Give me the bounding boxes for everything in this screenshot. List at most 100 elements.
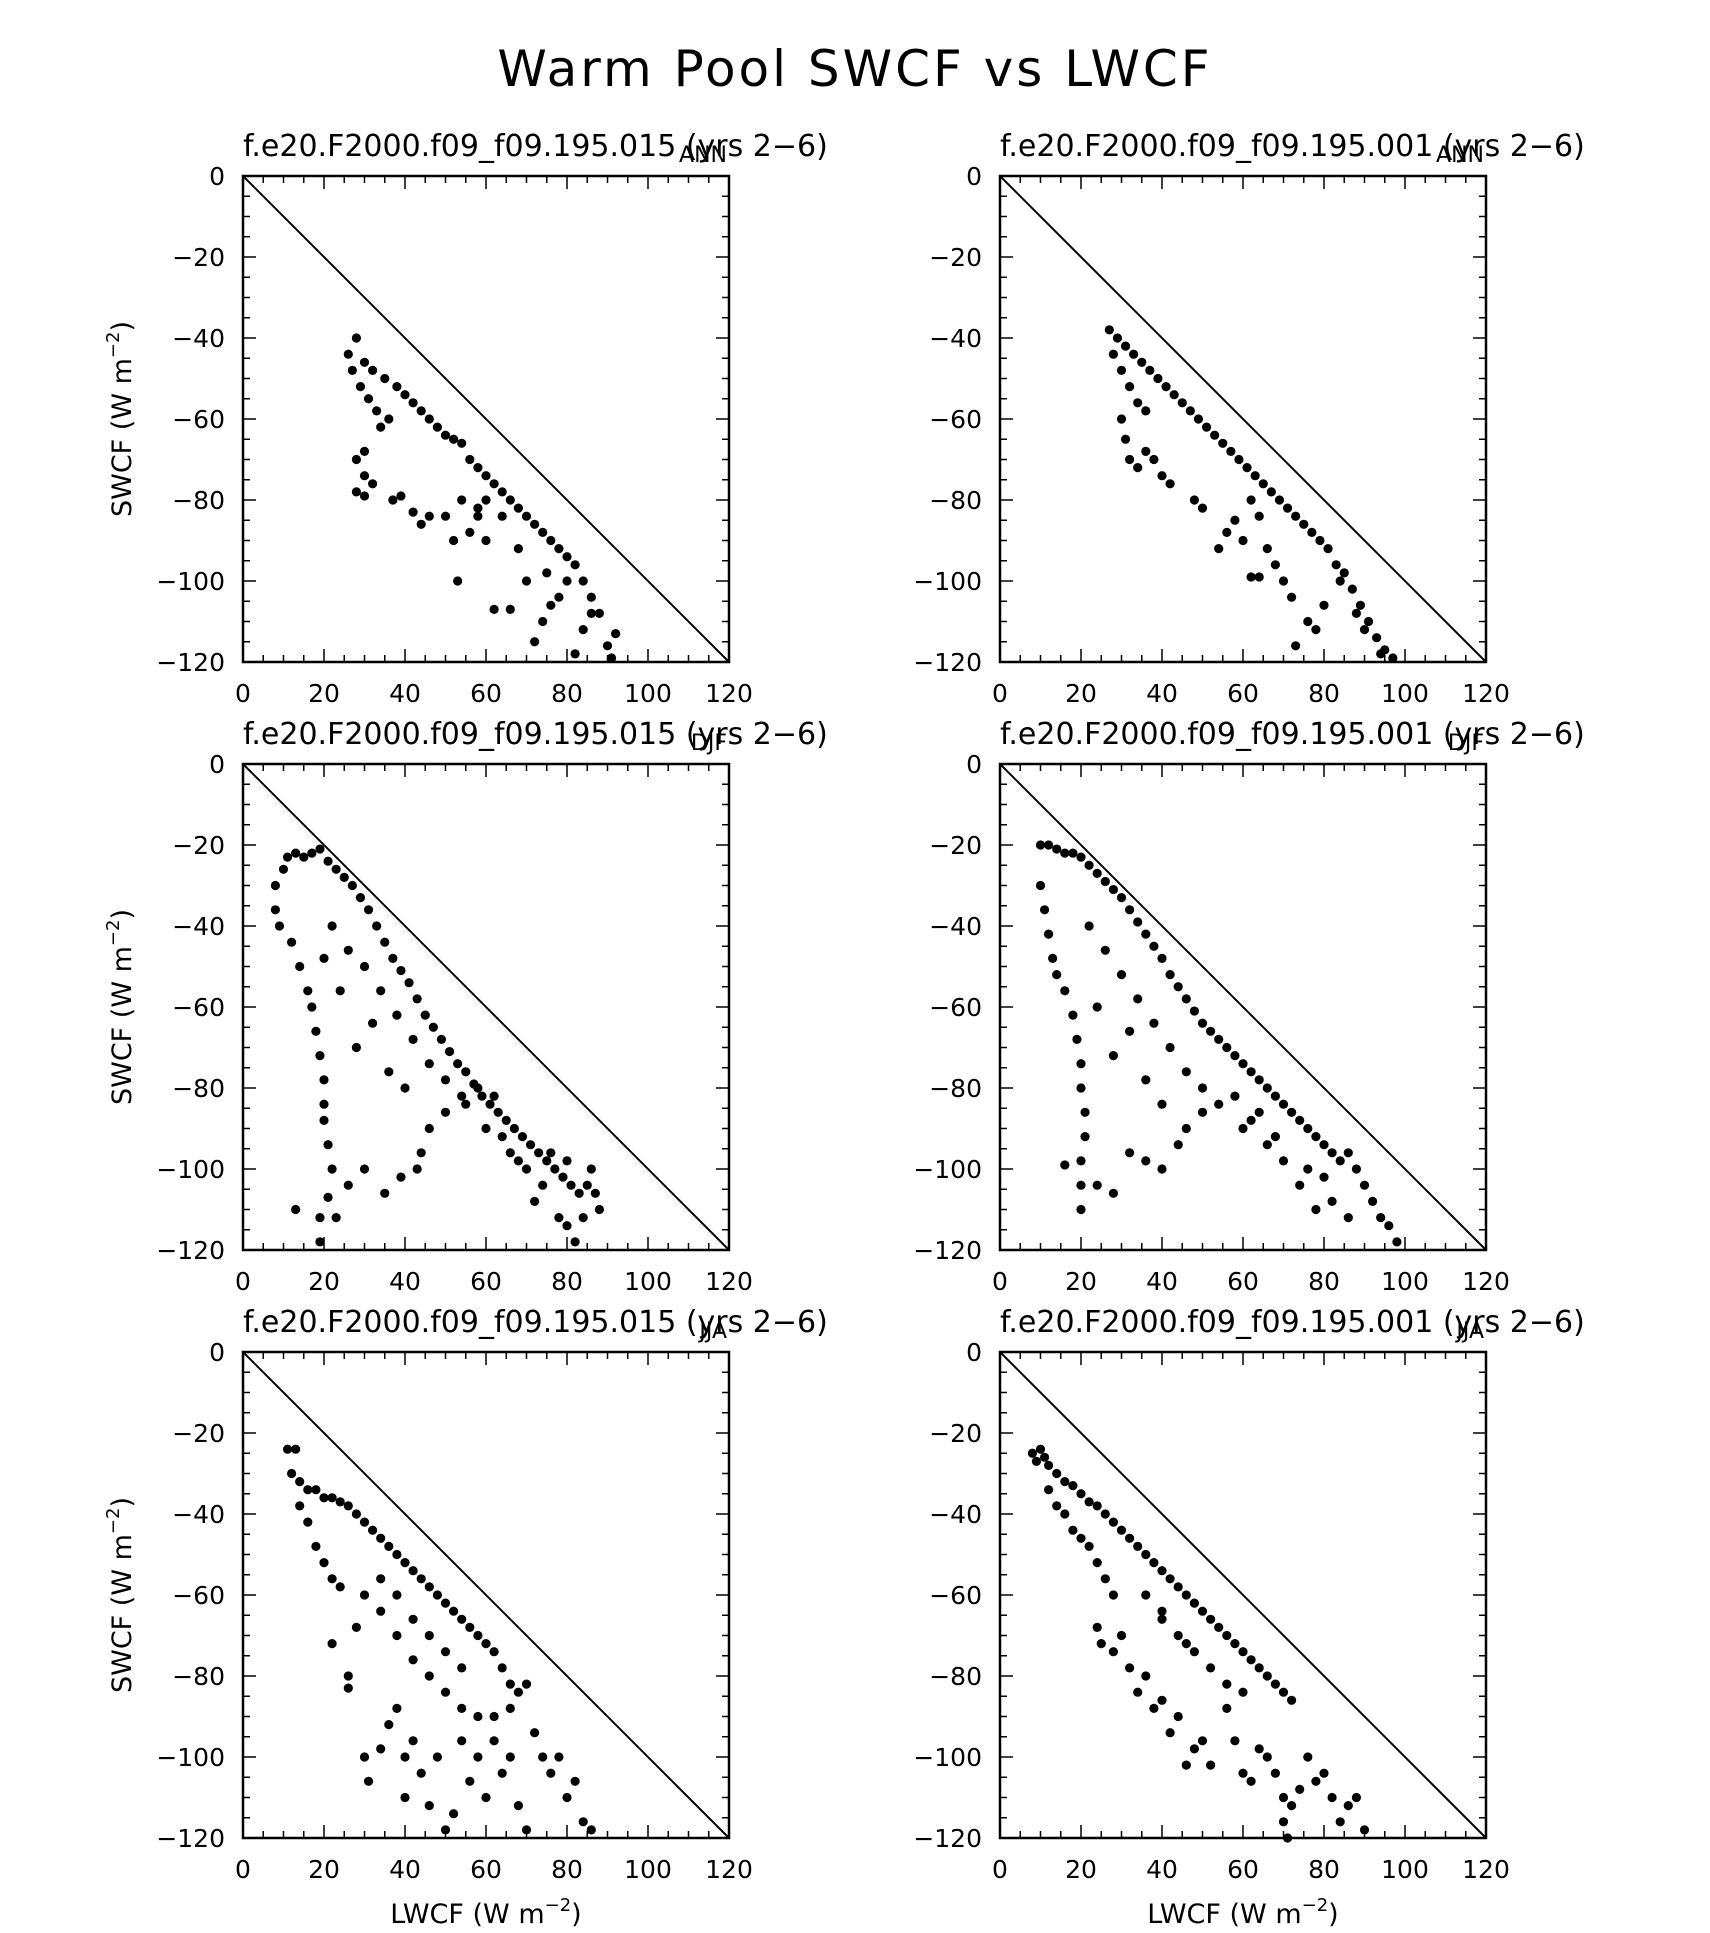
y-tick-label: −60 — [929, 1581, 982, 1610]
data-point — [400, 1792, 410, 1803]
data-point — [1116, 1525, 1127, 1535]
data-point — [270, 880, 280, 891]
data-point — [497, 1663, 507, 1673]
y-tick-label: −20 — [929, 243, 982, 272]
data-point — [554, 1752, 564, 1762]
data-point — [517, 1132, 528, 1142]
data-point — [1222, 1679, 1232, 1689]
data-point — [428, 1022, 438, 1032]
data-point — [1254, 1663, 1264, 1673]
data-point — [331, 864, 341, 874]
data-point — [400, 1083, 410, 1093]
data-point — [457, 1663, 467, 1673]
data-point — [1246, 495, 1256, 505]
data-point — [1262, 1752, 1272, 1762]
data-point — [1052, 844, 1062, 854]
x-tick-label: 0 — [235, 1855, 251, 1884]
data-point — [388, 495, 398, 505]
data-point — [457, 495, 467, 505]
x-tick-label: 40 — [1146, 679, 1178, 708]
season-label: DJF — [1448, 731, 1484, 756]
data-point — [477, 1091, 487, 1101]
data-point — [578, 625, 588, 635]
data-point — [1311, 1204, 1321, 1215]
data-point — [465, 527, 475, 538]
data-point — [1108, 1590, 1118, 1600]
data-point — [327, 921, 337, 931]
data-point — [1206, 1026, 1216, 1036]
season-label: JJA — [697, 1319, 727, 1344]
data-point — [505, 1148, 515, 1158]
data-point — [319, 1099, 329, 1109]
data-point — [578, 1817, 588, 1827]
data-point — [1222, 1703, 1232, 1713]
data-point — [424, 1582, 434, 1592]
data-point — [1197, 503, 1208, 513]
data-point — [1206, 1663, 1216, 1673]
data-point — [1254, 511, 1264, 521]
data-point — [331, 1213, 341, 1223]
data-point — [1157, 1695, 1167, 1705]
data-point — [335, 1582, 345, 1592]
data-point — [534, 1148, 544, 1158]
x-tick-label: 100 — [624, 1267, 672, 1296]
data-point — [303, 986, 313, 996]
data-point — [392, 1630, 402, 1641]
data-point — [1092, 1180, 1102, 1190]
data-point — [1319, 1172, 1329, 1182]
data-point — [562, 1792, 572, 1803]
data-point — [1108, 1051, 1118, 1061]
data-point — [530, 519, 540, 529]
data-point — [311, 1541, 321, 1551]
data-point — [1052, 970, 1062, 980]
data-point — [1120, 341, 1131, 351]
data-point — [1351, 1164, 1361, 1174]
data-point — [1222, 1042, 1232, 1053]
data-point — [1303, 1164, 1313, 1174]
data-point — [1165, 970, 1175, 980]
data-point — [481, 1123, 491, 1134]
data-point — [351, 1042, 361, 1053]
x-tick-label: 100 — [1381, 1855, 1429, 1884]
data-point — [1060, 848, 1070, 858]
data-point — [1230, 1639, 1240, 1649]
data-point — [343, 1683, 353, 1693]
data-point — [1270, 560, 1280, 570]
x-tick-label: 20 — [308, 1267, 340, 1296]
y-axis-label: SWCF (W m−2) — [103, 909, 138, 1105]
data-point — [1149, 941, 1159, 951]
data-point — [368, 365, 378, 375]
data-point — [380, 937, 390, 947]
data-point — [1234, 454, 1244, 465]
y-tick-label: −40 — [929, 1500, 982, 1529]
season-label: ANN — [679, 143, 727, 168]
data-point — [530, 1728, 540, 1738]
data-point — [1335, 1817, 1345, 1827]
data-point — [1210, 430, 1220, 440]
x-tick-label: 100 — [624, 679, 672, 708]
data-point — [359, 357, 370, 367]
data-point — [295, 961, 305, 972]
data-point — [1027, 1448, 1037, 1458]
data-point — [521, 1825, 532, 1835]
data-point — [1363, 616, 1374, 627]
data-point — [368, 1018, 378, 1028]
x-tick-label: 0 — [992, 1267, 1008, 1296]
data-point — [554, 592, 564, 602]
data-point — [1181, 1067, 1191, 1077]
data-point — [1351, 1792, 1361, 1803]
x-tick-label: 100 — [624, 1855, 672, 1884]
data-point — [497, 1132, 507, 1142]
data-point — [444, 1046, 455, 1057]
x-tick-label: 120 — [705, 679, 753, 708]
data-point — [1173, 1140, 1183, 1150]
data-point — [582, 1180, 592, 1190]
x-tick-label: 60 — [470, 1267, 502, 1296]
data-point — [408, 1655, 418, 1665]
data-point — [1141, 1075, 1151, 1085]
data-point — [1254, 1075, 1264, 1085]
data-point — [311, 1026, 321, 1036]
y-tick-label: −60 — [172, 993, 225, 1022]
data-point — [327, 1493, 337, 1503]
